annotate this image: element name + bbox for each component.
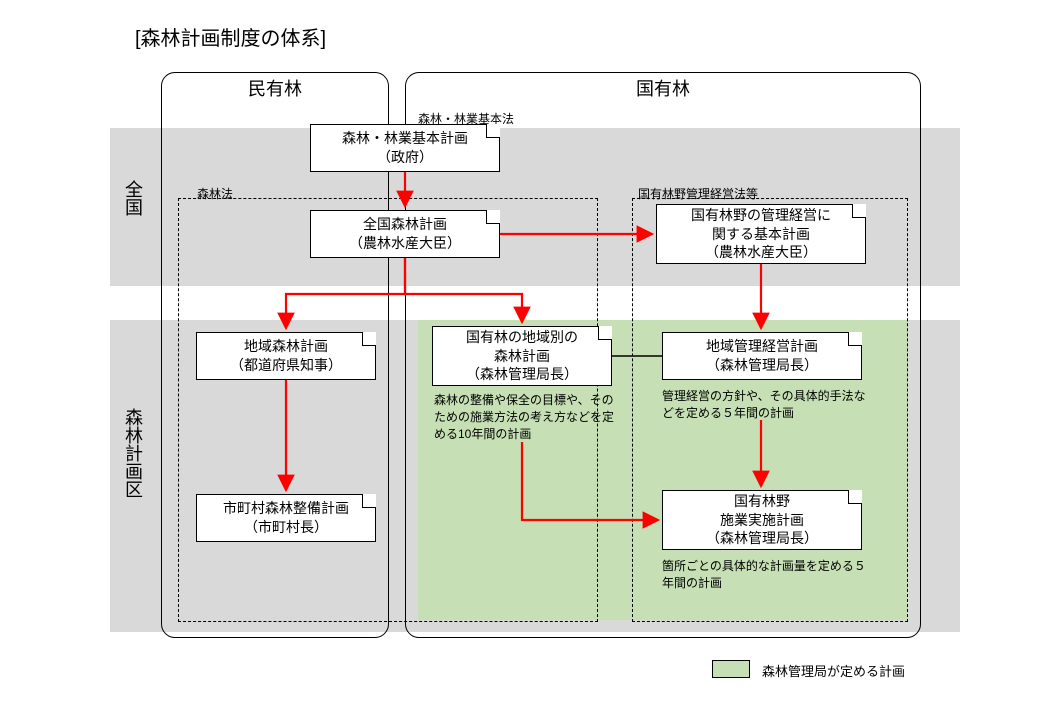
fold-icon (848, 490, 862, 504)
node-regional-plan: 地域森林計画 （都道府県知事） (196, 332, 376, 380)
desc-regional-mgmt: 管理経営の方針や、その具体的手法などを定める５年間の計画 (662, 388, 872, 422)
band-national-label: 全国 (120, 180, 146, 216)
fold-icon (598, 326, 612, 340)
node-line: 地域管理経営計画 (706, 337, 818, 356)
node-line: 全国森林計画 (363, 215, 447, 234)
node-line: 森林・林業基本計画 (342, 129, 468, 148)
node-national-mgmt-basic: 国有林野の管理経営に 関する基本計画 （農林水産大臣） (656, 204, 866, 264)
node-regional-mgmt: 地域管理経営計画 （森林管理局長） (662, 332, 862, 380)
fold-icon (852, 204, 866, 218)
node-line: 施業実施計画 (720, 511, 804, 530)
node-line: （都道府県知事） (230, 356, 342, 375)
fold-icon (486, 124, 500, 138)
node-line: （森林管理局長） (706, 356, 818, 375)
node-line: 国有林の地域別の (466, 328, 578, 347)
node-municipal-plan: 市町村森林整備計画 （市町村長） (196, 494, 376, 542)
node-line: 森林計画 (494, 347, 550, 366)
node-basic-plan: 森林・林業基本計画 （政府） (310, 124, 500, 172)
law-label-forest: 森林法 (197, 185, 233, 202)
legend-text: 森林管理局が定める計画 (762, 661, 905, 680)
fold-icon (848, 332, 862, 346)
node-line: 関する基本計画 (712, 225, 810, 244)
node-line: 市町村森林整備計画 (223, 499, 349, 518)
node-line: （森林管理局長） (466, 365, 578, 384)
node-line: （政府） (377, 148, 433, 167)
column-private-title: 民有林 (248, 75, 302, 101)
diagram-canvas: [森林計画制度の体系] 全国 森林計画区 民有林 国有林 森林・林業基本法 森林… (0, 0, 1040, 720)
node-line: 地域森林計画 (244, 337, 328, 356)
node-line: （森林管理局長） (706, 529, 818, 548)
desc-implementation: 箇所ごとの具体的な計画量を定める５年間の計画 (662, 558, 872, 592)
legend-swatch (712, 660, 750, 678)
node-line: （市町村長） (244, 518, 328, 537)
fold-icon (486, 210, 500, 224)
law-label-national-mgmt: 国有林野管理経営法等 (638, 185, 758, 202)
node-national-regional: 国有林の地域別の 森林計画 （森林管理局長） (432, 326, 612, 386)
node-line: 国有林野の管理経営に (691, 206, 831, 225)
column-national-title: 国有林 (636, 75, 690, 101)
fold-icon (362, 332, 376, 346)
node-line: （農林水産大臣） (705, 243, 817, 262)
diagram-title: [森林計画制度の体系] (135, 22, 326, 51)
node-national-plan: 全国森林計画 （農林水産大臣） (310, 210, 500, 258)
node-implementation: 国有林野 施業実施計画 （森林管理局長） (662, 490, 862, 550)
node-line: （農林水産大臣） (349, 234, 461, 253)
node-line: 国有林野 (734, 492, 790, 511)
fold-icon (362, 494, 376, 508)
desc-national-regional: 森林の整備や保全の目標や、そのための施業方法の考え方などを定める10年間の計画 (434, 392, 624, 442)
band-district-label: 森林計画区 (120, 408, 146, 498)
